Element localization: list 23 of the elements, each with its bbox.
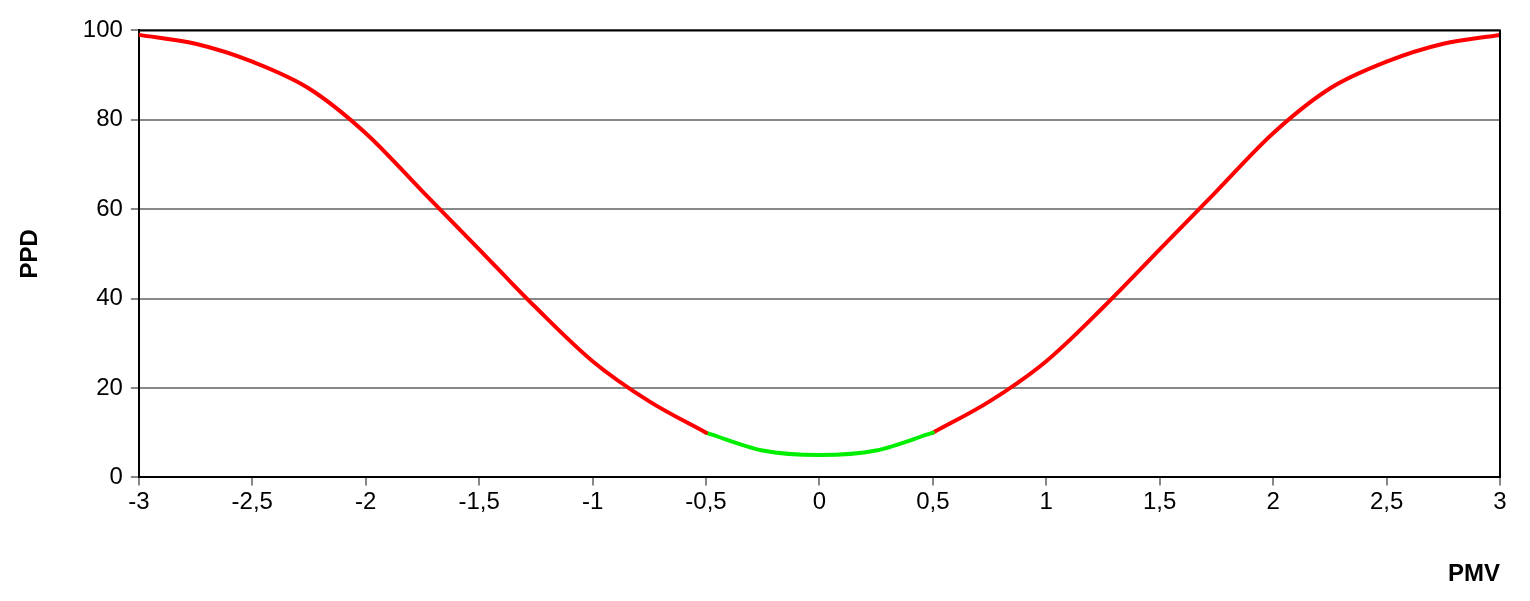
line-series (930, 32, 1500, 435)
x-axis-title: PMV (1447, 559, 1500, 587)
line-series (138, 32, 708, 435)
x-tick-label: -1 (581, 487, 604, 515)
x-tick-label: 2,5 (1369, 487, 1404, 515)
x-tick-label: 0 (812, 487, 827, 515)
x-tick-label: -1,5 (458, 487, 500, 515)
y-tick-label: 0 (109, 462, 123, 490)
y-tick-label: 60 (96, 193, 123, 221)
y-tick-label: 40 (96, 283, 123, 311)
y-tick-label: 20 (96, 372, 123, 400)
x-tick-label: 2 (1266, 487, 1280, 515)
y-tick-label: 100 (82, 15, 123, 43)
x-tick-label: 1,5 (1143, 487, 1177, 515)
x-tick-label: 1 (1039, 487, 1053, 515)
x-tick-label: -0,5 (685, 487, 727, 515)
y-axis-title: PPD (15, 229, 43, 279)
y-tick-label: 80 (96, 104, 123, 132)
x-tick-label: 0,5 (916, 487, 950, 515)
x-tick-label: -2,5 (231, 487, 273, 515)
x-tick-label: -3 (128, 487, 150, 515)
x-tick-label: 3 (1493, 487, 1507, 515)
x-tick-label: -2 (355, 487, 377, 515)
